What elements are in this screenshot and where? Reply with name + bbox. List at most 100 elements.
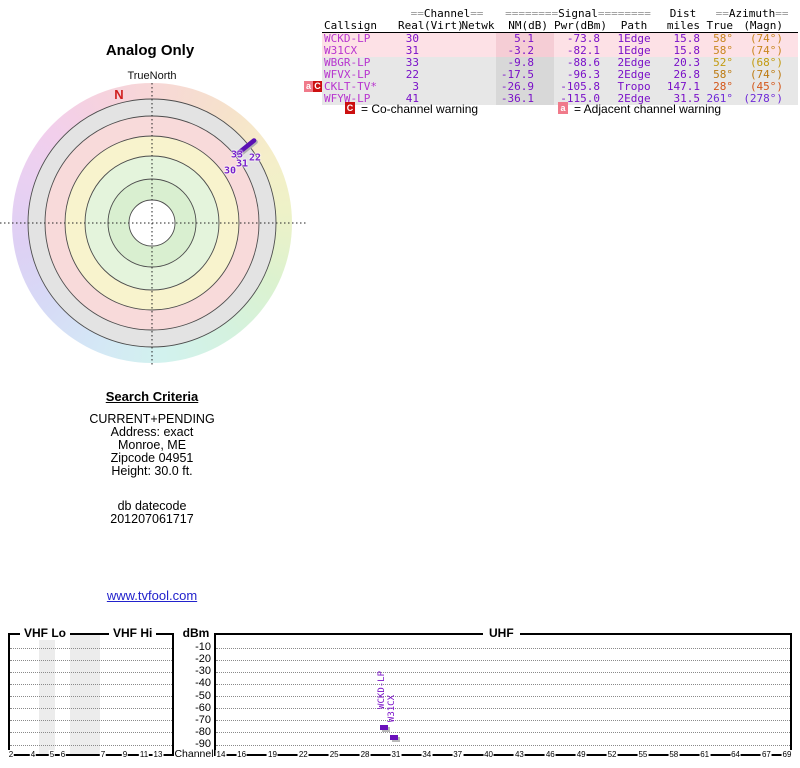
cell-virt-channel [424,57,460,69]
signal-bar [390,734,399,740]
uhf-channel-tick: 69 [781,750,793,760]
cell-real-channel: 31 [398,45,424,57]
cell-callsign: WFYW-LP [322,93,398,105]
uhf-channel-tick: 58 [668,750,680,760]
uhf-channel-tick: 46 [544,750,556,760]
cell-power: -82.1 [554,45,609,57]
cell-real-channel: 30 [398,32,424,45]
cell-network [460,69,497,81]
col-header-real: Real [398,19,425,33]
cell-miles: 15.8 [660,32,707,45]
cell-network [460,81,497,93]
cell-noise-margin: -3.2 [496,45,555,57]
channel-axis-label: Channel [174,748,214,760]
dbm-tick-label: -50 [195,689,211,702]
cell-real-channel: 41 [398,93,424,105]
cell-noise-margin: -9.8 [496,57,555,69]
frequency-gap-band [39,635,55,754]
cell-network [460,57,497,69]
cell-path: 2Edge [608,93,661,105]
marker-channel-label: 31 [235,158,249,170]
criteria-line: CURRENT+PENDING [89,412,215,426]
uhf-channel-tick: 67 [760,750,772,760]
col-header-path: Path [608,20,661,33]
group-header-dist: Dist [669,7,697,20]
cell-miles: 20.3 [660,57,707,69]
uhf-channel-tick: 37 [452,750,464,760]
dbm-tick-label: -30 [195,665,211,678]
table-row: WBGR-LP 33 -9.8 -88.6 2Edge 20.3 52° (68… [304,57,799,69]
uhf-channel-tick: 16 [236,750,248,760]
cell-azimuth-true: 58° [706,69,737,81]
dbm-tick-label: -80 [195,725,211,738]
adjacent-warning-icon: a [304,81,313,92]
cell-power: -88.6 [554,57,609,69]
cell-virt-channel [424,45,460,57]
uhf-channel-tick: 64 [730,750,741,760]
dbm-tick-label: -70 [195,713,211,726]
polar-chart-title: Analog Only [105,42,195,59]
cell-virt-channel [424,69,460,81]
vhf-channel-tick: 7 [99,750,107,760]
cell-azimuth-true: 28° [706,81,737,93]
adjacent-channel-legend: a = Adjacent channel warning [558,102,721,116]
uhf-channel-tick: 55 [637,750,649,760]
vhf-channel-tick: 13 [152,750,164,760]
col-header-pwr: Pwr(dBm) [554,19,609,33]
cell-path: Tropo [608,81,661,93]
section-title-uhf: UHF [483,626,520,640]
dbm-gridline [10,708,172,710]
uhf-channel-tick: 52 [606,750,618,760]
uhf-channel-tick: 49 [575,750,587,760]
true-north-label: TrueNorth [127,70,176,82]
cell-callsign: WFVX-LP [322,69,398,81]
dbm-tick-label: -40 [195,677,211,690]
tvfool-link[interactable]: www.tvfool.com [106,588,198,603]
cell-noise-margin: -36.1 [496,93,555,105]
cell-azimuth-true: 58° [706,45,737,57]
cell-virt-channel [424,32,460,45]
cell-network [460,93,497,105]
uhf-channel-tick: 28 [359,750,371,760]
cell-network [460,45,497,57]
uhf-channel-tick: 61 [699,750,711,760]
table-row: W31CX 31 -3.2 -82.1 1Edge 15.8 58° (74°) [304,45,799,57]
uhf-channel-tick: 43 [513,750,525,760]
col-header-true: True [706,20,737,33]
adjacent-legend-text: = Adjacent channel warning [574,102,722,116]
dbm-gridline [10,744,172,746]
dbm-tick-label: -20 [195,653,211,666]
vhf-channel-tick: 2 [7,750,15,760]
dbm-gridline [10,671,172,673]
uhf-channel-tick: 25 [328,750,340,760]
cell-real-channel: 33 [398,57,424,69]
cell-noise-margin: -17.5 [496,69,555,81]
dbm-gridline [216,647,790,649]
dbm-gridline [216,732,790,734]
uhf-panel [214,633,792,756]
vhf-channel-tick: 6 [59,750,67,760]
uhf-channel-tick: 31 [390,750,402,760]
col-header-miles: miles [660,20,707,33]
cell-miles: 147.1 [660,81,707,93]
col-header-callsign: Callsign [322,20,398,33]
north-marker: N [114,87,123,102]
vhf-panel [8,633,174,756]
col-header-virt: (Virt) [424,19,464,33]
col-header-nm: NM(dB) [496,20,555,33]
dbm-tick-label: -60 [195,701,211,714]
dbm-tick-label: -90 [195,738,211,750]
vhf-channel-tick: 5 [48,750,56,760]
cell-noise-margin: 5.1 [496,32,555,45]
polar-rings-svg: TrueNorth N [0,70,306,366]
cell-path: 1Edge [608,32,661,45]
signal-bar [380,724,389,730]
cell-virt-channel [424,81,460,93]
co-channel-warning-icon: C [345,102,355,114]
station-bar-label: WCKD-LP [376,671,387,710]
station-table: ==Channel== ========Signal======== Dist … [304,7,799,105]
cell-power: -105.8 [554,81,609,93]
cell-power: -96.3 [554,69,609,81]
dbm-gridline [10,732,172,734]
